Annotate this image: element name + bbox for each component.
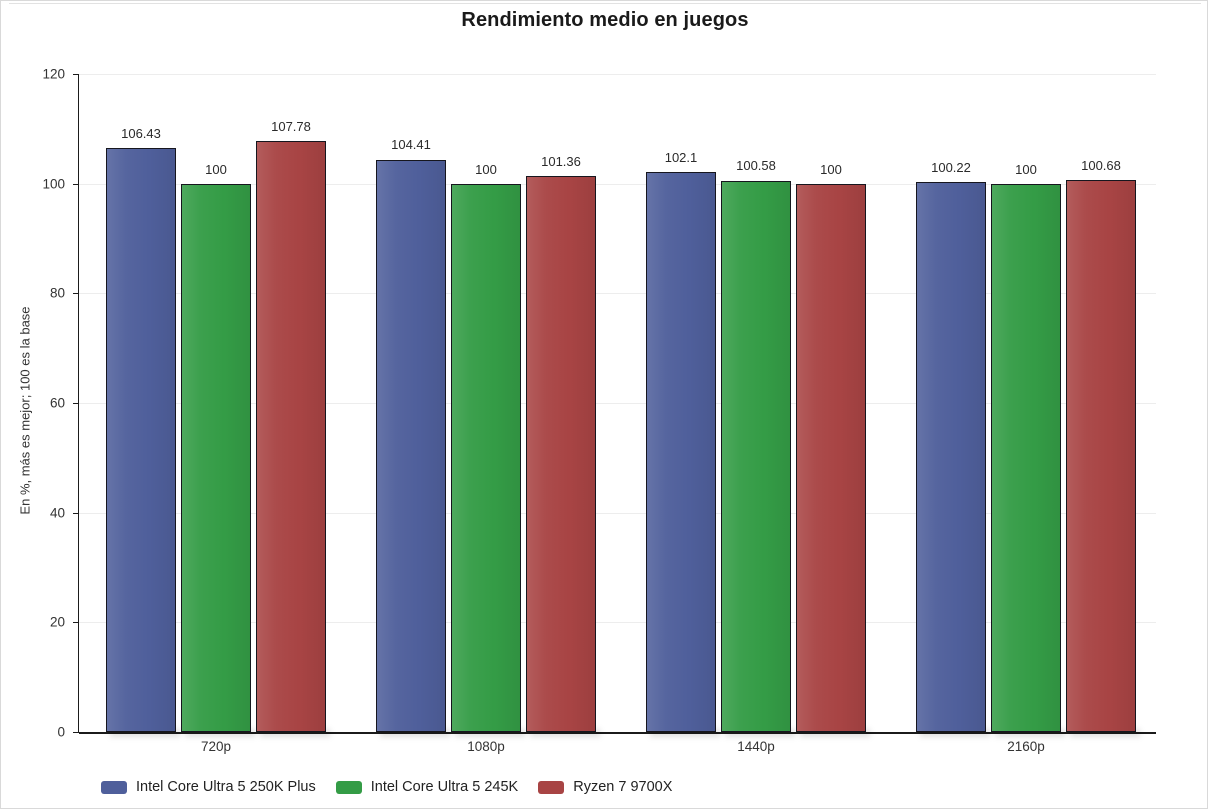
x-category-label: 2160p bbox=[1007, 739, 1045, 754]
x-axis-line bbox=[79, 732, 1156, 734]
y-tick-mark bbox=[73, 183, 79, 185]
bar[interactable] bbox=[526, 176, 596, 732]
x-category-label: 720p bbox=[200, 739, 232, 754]
y-tick-label: 80 bbox=[49, 285, 65, 301]
bar-value-label: 100 bbox=[205, 161, 227, 177]
bar[interactable] bbox=[796, 183, 866, 732]
legend-swatch-icon bbox=[101, 780, 127, 794]
bar-shadow bbox=[725, 729, 795, 737]
y-tick-mark bbox=[73, 293, 79, 295]
bar-shadow bbox=[650, 729, 720, 737]
y-tick-mark bbox=[73, 74, 79, 75]
bar-value-label: 101.36 bbox=[541, 154, 581, 170]
y-tick-label: 120 bbox=[42, 66, 65, 82]
chart-title: Rendimiento medio en juegos bbox=[461, 9, 749, 31]
bar-value-label: 100 bbox=[1015, 161, 1037, 177]
y-axis-title: En %, más es mejor; 100 es la base bbox=[17, 306, 33, 515]
bar[interactable] bbox=[916, 182, 986, 732]
bar-value-label: 100 bbox=[820, 161, 842, 177]
bar-shadow bbox=[1070, 729, 1140, 737]
bar[interactable] bbox=[646, 172, 716, 732]
bar-value-label: 102.1 bbox=[664, 150, 698, 166]
gridline bbox=[79, 183, 1156, 185]
bar-shadow bbox=[110, 729, 180, 737]
bar[interactable] bbox=[1066, 179, 1136, 732]
y-tick-label: 0 bbox=[57, 724, 65, 740]
y-tick-mark bbox=[73, 512, 79, 514]
gridline bbox=[79, 512, 1156, 514]
bar-value-label: 100.58 bbox=[736, 158, 776, 174]
y-tick-label: 40 bbox=[49, 505, 65, 521]
bar[interactable] bbox=[256, 141, 326, 732]
y-axis-line bbox=[78, 74, 79, 733]
bar[interactable] bbox=[721, 180, 791, 732]
bar[interactable] bbox=[106, 148, 176, 732]
y-tick-mark bbox=[73, 403, 79, 404]
legend-label: Intel Core Ultra 5 250K Plus bbox=[136, 779, 316, 795]
legend-item[interactable]: Intel Core Ultra 5 245K bbox=[335, 779, 519, 795]
bar[interactable] bbox=[991, 183, 1061, 732]
x-category-label: 1440p bbox=[737, 739, 775, 754]
y-tick-label: 60 bbox=[49, 395, 65, 411]
y-tick-label: 20 bbox=[49, 614, 65, 630]
bar-value-label: 104.41 bbox=[391, 137, 431, 153]
bar-value-label: 106.43 bbox=[121, 126, 161, 142]
bar-value-label: 100.22 bbox=[931, 160, 971, 176]
legend-item[interactable]: Ryzen 7 9700X bbox=[538, 779, 672, 795]
bar[interactable] bbox=[451, 183, 521, 732]
bar-shadow bbox=[185, 729, 255, 737]
y-tick-mark bbox=[73, 622, 79, 624]
title-divider bbox=[9, 3, 1201, 4]
legend-item[interactable]: Intel Core Ultra 5 250K Plus bbox=[101, 779, 316, 795]
chart-legend: Intel Core Ultra 5 250K Plus Intel Core U… bbox=[101, 779, 692, 795]
legend-swatch-icon bbox=[538, 780, 565, 794]
bar-value-label: 100.68 bbox=[1081, 157, 1121, 173]
legend-label: Ryzen 7 9700X bbox=[573, 779, 673, 795]
gridline bbox=[79, 403, 1156, 404]
bar-shadow bbox=[800, 729, 870, 737]
bar-shadow bbox=[995, 729, 1065, 737]
bar[interactable] bbox=[181, 183, 251, 732]
bar-shadow bbox=[455, 729, 525, 737]
gridline bbox=[79, 293, 1156, 295]
bar-shadow bbox=[260, 729, 330, 737]
plot-area: 106.43 100 107.78 104.41 100 101.36 102.1 100.5… bbox=[79, 74, 1156, 737]
y-tick-label: 100 bbox=[42, 176, 65, 192]
legend-label: Intel Core Ultra 5 245K bbox=[370, 779, 519, 795]
bar-value-label: 107.78 bbox=[271, 119, 311, 134]
bar-shadow bbox=[380, 729, 450, 737]
bar-shadow bbox=[920, 729, 990, 737]
bar-shadow bbox=[530, 729, 600, 737]
legend-swatch-icon bbox=[335, 780, 362, 794]
x-category-label: 1080p bbox=[467, 739, 505, 754]
bar-value-label: 100 bbox=[475, 161, 497, 177]
gridline bbox=[79, 74, 1156, 75]
y-tick-mark bbox=[73, 732, 79, 733]
bar[interactable] bbox=[376, 159, 446, 732]
gridline bbox=[79, 622, 1156, 624]
